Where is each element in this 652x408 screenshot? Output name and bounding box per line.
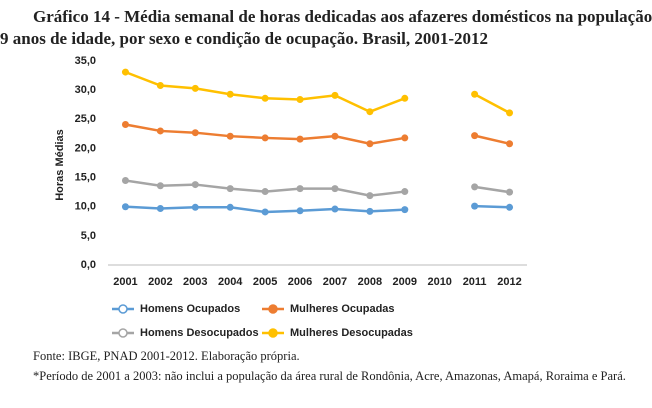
x-tick-label: 2010	[427, 276, 451, 288]
legend-label: Mulheres Desocupadas	[290, 327, 413, 339]
data-point	[226, 185, 234, 193]
data-point	[156, 81, 164, 89]
data-point	[506, 188, 514, 196]
data-point	[191, 84, 199, 92]
x-tick-label: 2004	[218, 276, 243, 288]
x-tick-label: 2002	[148, 276, 172, 288]
data-point	[471, 183, 479, 191]
data-point	[121, 68, 129, 76]
y-axis-label: Horas Médias	[54, 129, 66, 201]
data-point	[506, 140, 514, 148]
data-point	[156, 182, 164, 190]
y-tick-label: 35,0	[75, 55, 96, 67]
x-tick-label: 2007	[323, 276, 347, 288]
legend-marker	[118, 304, 128, 314]
chart-title: 9 anos de idade, por sexo e condição de …	[0, 29, 488, 48]
y-tick-label: 15,0	[75, 171, 96, 183]
data-point	[471, 132, 479, 140]
data-point	[296, 207, 304, 215]
x-tick-label: 2006	[288, 276, 312, 288]
data-point	[121, 203, 129, 211]
note: *Período de 2001 a 2003: não inclui a po…	[33, 369, 626, 383]
data-point	[226, 203, 234, 211]
y-tick-label: 0,0	[81, 259, 96, 271]
data-point	[296, 185, 304, 193]
data-point	[226, 132, 234, 140]
data-point	[506, 203, 514, 211]
data-point	[191, 181, 199, 189]
series-line	[125, 179, 510, 197]
legend-marker	[268, 304, 278, 314]
x-tick-label: 2003	[183, 276, 207, 288]
series-line	[125, 204, 510, 214]
legend-marker	[118, 328, 128, 338]
data-point	[121, 176, 129, 184]
data-point	[156, 204, 164, 212]
data-point	[331, 205, 339, 213]
y-tick-label: 5,0	[81, 230, 96, 242]
data-point	[401, 188, 409, 196]
data-point	[261, 188, 269, 196]
y-tick-label: 30,0	[75, 84, 96, 96]
data-point	[366, 207, 374, 215]
x-tick-label: 2011	[463, 276, 487, 288]
y-tick-label: 10,0	[75, 201, 96, 213]
data-point	[506, 109, 514, 117]
data-point	[331, 132, 339, 140]
legend-label: Mulheres Ocupadas	[290, 303, 395, 315]
data-point	[261, 94, 269, 102]
legend-label: Homens Desocupados	[140, 327, 259, 339]
note: Fonte: IBGE, PNAD 2001-2012. Elaboração …	[33, 349, 300, 363]
data-point	[331, 91, 339, 99]
y-tick-label: 20,0	[75, 142, 96, 154]
data-point	[191, 129, 199, 137]
x-tick-label: 2008	[358, 276, 382, 288]
data-point	[296, 135, 304, 143]
data-point	[191, 203, 199, 211]
data-point	[401, 94, 409, 102]
legend-marker	[268, 328, 278, 338]
series-line	[125, 70, 511, 114]
x-tick-label: 2012	[497, 276, 521, 288]
data-point	[226, 90, 234, 98]
data-point	[261, 134, 269, 142]
data-point	[331, 185, 339, 193]
data-point	[401, 206, 409, 214]
data-point	[296, 95, 304, 103]
chart-title: Gráfico 14 - Média semanal de horas dedi…	[33, 7, 652, 26]
data-point	[401, 134, 409, 142]
x-tick-label: 2009	[393, 276, 417, 288]
data-point	[471, 90, 479, 98]
data-point	[366, 108, 374, 116]
data-point	[366, 140, 374, 148]
x-tick-label: 2001	[113, 276, 137, 288]
y-tick-label: 25,0	[75, 113, 96, 125]
data-point	[471, 202, 479, 210]
series-line	[125, 123, 510, 146]
data-point	[261, 208, 269, 216]
data-point	[366, 192, 374, 200]
legend-label: Homens Ocupados	[140, 303, 240, 315]
data-point	[121, 121, 129, 129]
data-point	[156, 127, 164, 135]
x-tick-label: 2005	[253, 276, 277, 288]
